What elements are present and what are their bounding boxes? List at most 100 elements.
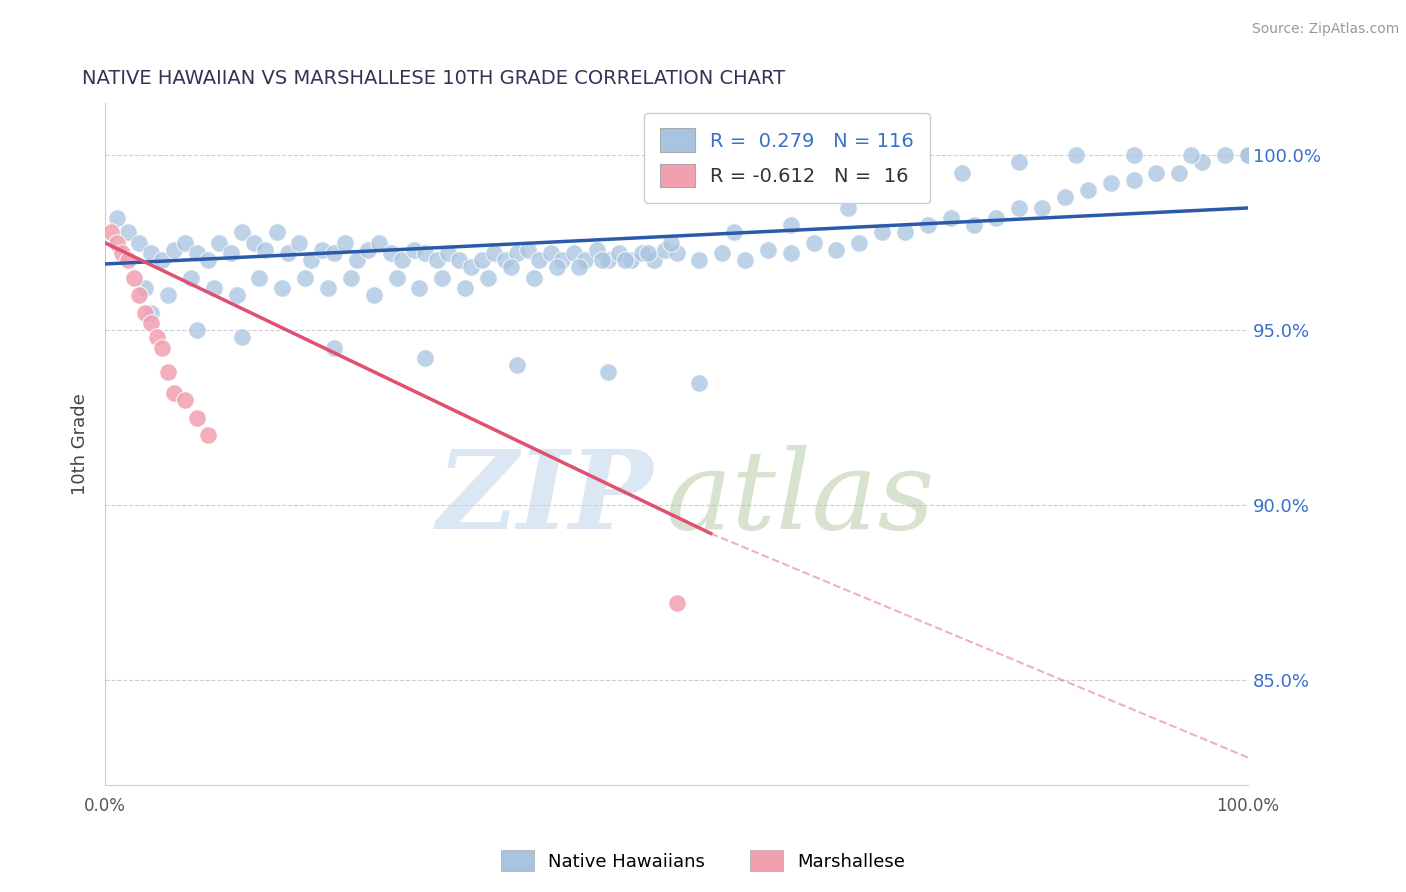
Point	[1191, 155, 1213, 169]
Point	[517, 243, 540, 257]
Point	[962, 219, 984, 233]
Point	[1008, 155, 1031, 169]
Point	[197, 428, 219, 442]
Point	[134, 281, 156, 295]
Point	[294, 271, 316, 285]
Point	[756, 243, 779, 257]
Point	[231, 226, 253, 240]
Point	[460, 260, 482, 275]
Point	[402, 243, 425, 257]
Point	[950, 166, 973, 180]
Point	[311, 243, 333, 257]
Point	[333, 235, 356, 250]
Point	[368, 235, 391, 250]
Point	[408, 281, 430, 295]
Point	[454, 281, 477, 295]
Point	[299, 253, 322, 268]
Point	[894, 226, 917, 240]
Point	[939, 211, 962, 226]
Point	[562, 246, 585, 260]
Text: atlas: atlas	[665, 445, 935, 552]
Point	[1168, 166, 1191, 180]
Point	[837, 201, 859, 215]
Point	[1066, 148, 1088, 162]
Point	[609, 246, 631, 260]
Point	[499, 260, 522, 275]
Point	[357, 243, 380, 257]
Point	[1144, 166, 1167, 180]
Point	[779, 246, 801, 260]
Point	[1237, 148, 1260, 162]
Point	[825, 243, 848, 257]
Point	[659, 235, 682, 250]
Point	[340, 271, 363, 285]
Point	[186, 246, 208, 260]
Point	[249, 271, 271, 285]
Point	[1008, 201, 1031, 215]
Point	[494, 253, 516, 268]
Point	[316, 281, 339, 295]
Legend: R =  0.279   N = 116, R = -0.612   N =  16: R = 0.279 N = 116, R = -0.612 N = 16	[644, 112, 929, 202]
Text: ZIP: ZIP	[437, 445, 654, 552]
Point	[665, 597, 688, 611]
Point	[150, 253, 173, 268]
Point	[231, 330, 253, 344]
Point	[163, 243, 186, 257]
Point	[288, 235, 311, 250]
Point	[157, 366, 180, 380]
Point	[139, 246, 162, 260]
Legend: Native Hawaiians, Marshallese: Native Hawaiians, Marshallese	[494, 843, 912, 879]
Point	[180, 271, 202, 285]
Point	[620, 253, 643, 268]
Point	[637, 246, 659, 260]
Point	[122, 271, 145, 285]
Point	[1053, 190, 1076, 204]
Point	[551, 253, 574, 268]
Point	[242, 235, 264, 250]
Point	[219, 246, 242, 260]
Point	[734, 253, 756, 268]
Point	[711, 246, 734, 260]
Point	[1099, 177, 1122, 191]
Y-axis label: 10th Grade: 10th Grade	[72, 393, 89, 495]
Point	[540, 246, 562, 260]
Point	[477, 271, 499, 285]
Point	[688, 376, 710, 390]
Point	[197, 253, 219, 268]
Point	[1213, 148, 1236, 162]
Point	[591, 253, 613, 268]
Point	[568, 260, 591, 275]
Point	[163, 386, 186, 401]
Point	[505, 246, 527, 260]
Point	[779, 219, 801, 233]
Point	[437, 246, 460, 260]
Point	[596, 253, 619, 268]
Point	[157, 288, 180, 302]
Point	[1237, 148, 1260, 162]
Point	[614, 253, 637, 268]
Point	[277, 246, 299, 260]
Point	[254, 243, 277, 257]
Text: NATIVE HAWAIIAN VS MARSHALLESE 10TH GRADE CORRELATION CHART: NATIVE HAWAIIAN VS MARSHALLESE 10TH GRAD…	[83, 69, 786, 87]
Point	[322, 341, 344, 355]
Point	[1180, 148, 1202, 162]
Point	[482, 246, 505, 260]
Point	[139, 306, 162, 320]
Point	[643, 253, 665, 268]
Point	[894, 184, 917, 198]
Point	[385, 271, 408, 285]
Point	[117, 253, 139, 268]
Point	[546, 260, 568, 275]
Point	[688, 253, 710, 268]
Point	[208, 235, 231, 250]
Point	[145, 330, 167, 344]
Point	[271, 281, 294, 295]
Point	[128, 288, 150, 302]
Point	[150, 341, 173, 355]
Point	[848, 235, 870, 250]
Point	[574, 253, 596, 268]
Point	[134, 306, 156, 320]
Point	[322, 246, 344, 260]
Point	[723, 226, 745, 240]
Point	[128, 235, 150, 250]
